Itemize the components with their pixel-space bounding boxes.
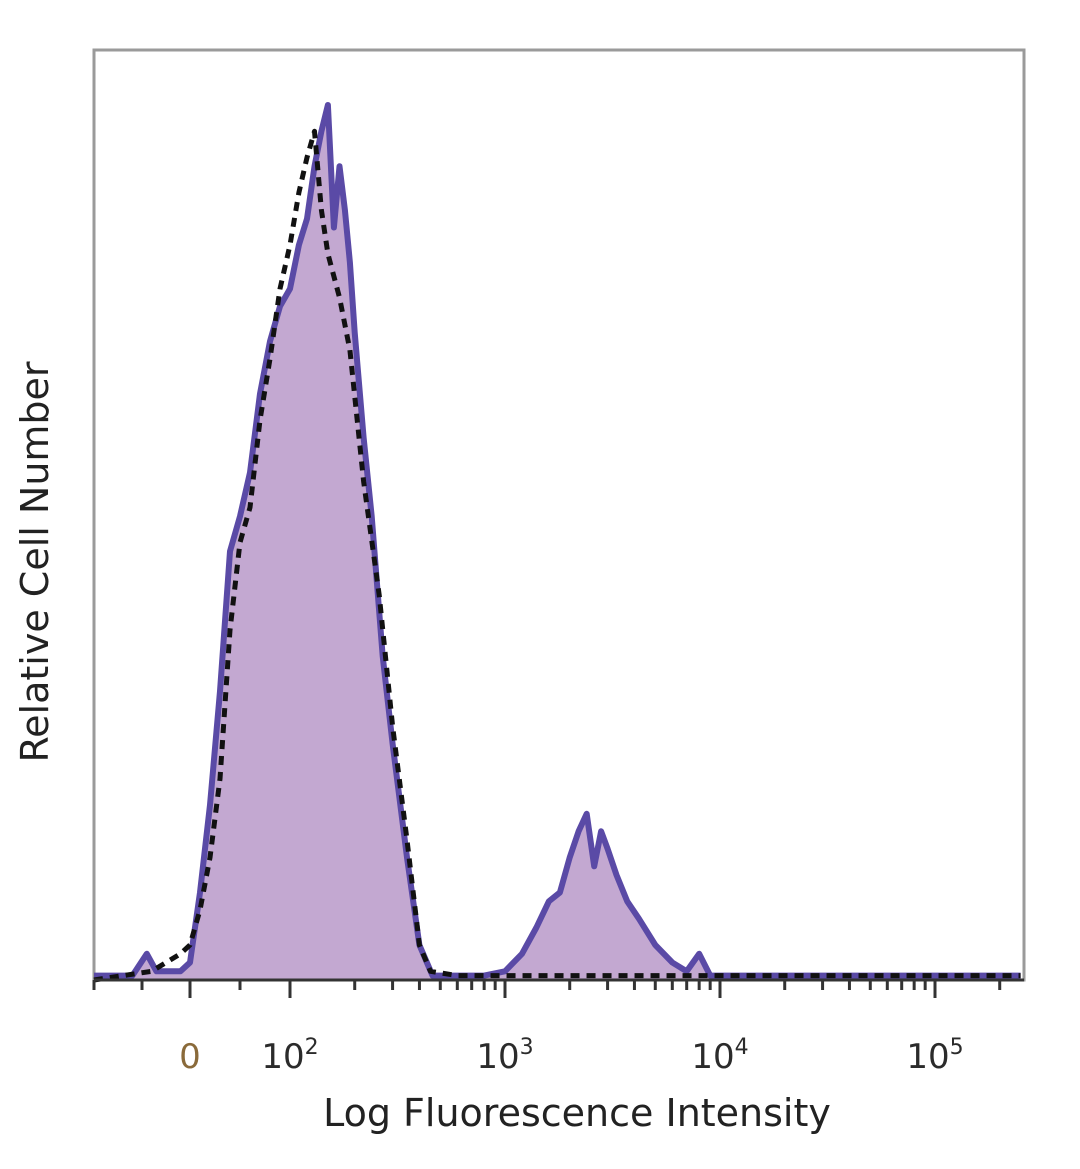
x-tick-label: 104 [691,1035,748,1077]
x-tick-label: 105 [906,1035,963,1077]
x-tick-label: 0 [179,1037,201,1077]
series-layer [93,102,1021,983]
x-axis-ticks: 0 102 103 104 105 [92,980,1002,1077]
x-axis-title: Log Fluorescence Intensity [323,1091,831,1135]
x-tick-label: 102 [261,1035,318,1077]
y-axis-title: Relative Cell Number [13,361,57,762]
series-0-fill [94,105,1021,980]
series-1-dashed-line [93,128,1021,983]
x-tick-label: 103 [476,1035,533,1077]
series-0-outline [94,102,1021,979]
